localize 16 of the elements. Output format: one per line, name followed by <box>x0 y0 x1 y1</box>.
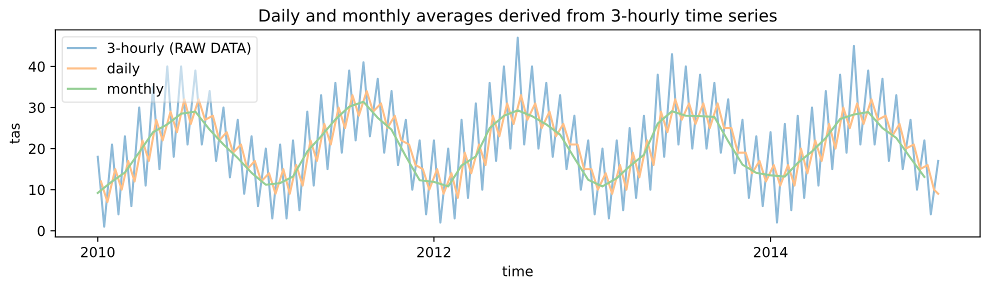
x-tick-label: 2012 <box>417 246 450 258</box>
chart-title: Daily and monthly averages derived from 3-hourly time series <box>260 8 777 26</box>
x-tick-label: 2014 <box>754 246 788 258</box>
y-tick-label: 20 <box>29 144 45 154</box>
line-series <box>96 100 926 194</box>
legend-label: daily <box>108 62 140 76</box>
y-tick-label: 10 <box>30 184 45 196</box>
y-tick-label: 40 <box>28 61 45 72</box>
x-axis-title: time <box>502 266 533 276</box>
line-series <box>96 36 940 228</box>
legend-label: monthly <box>108 83 164 97</box>
y-tick-label: 30 <box>29 102 45 113</box>
legend-label: 3-hourly (RAW DATA) <box>108 42 250 56</box>
x-tick-label: 2010 <box>81 246 114 258</box>
y-tick-label: 0 <box>38 226 45 236</box>
y-axis-title: tas <box>10 123 20 144</box>
